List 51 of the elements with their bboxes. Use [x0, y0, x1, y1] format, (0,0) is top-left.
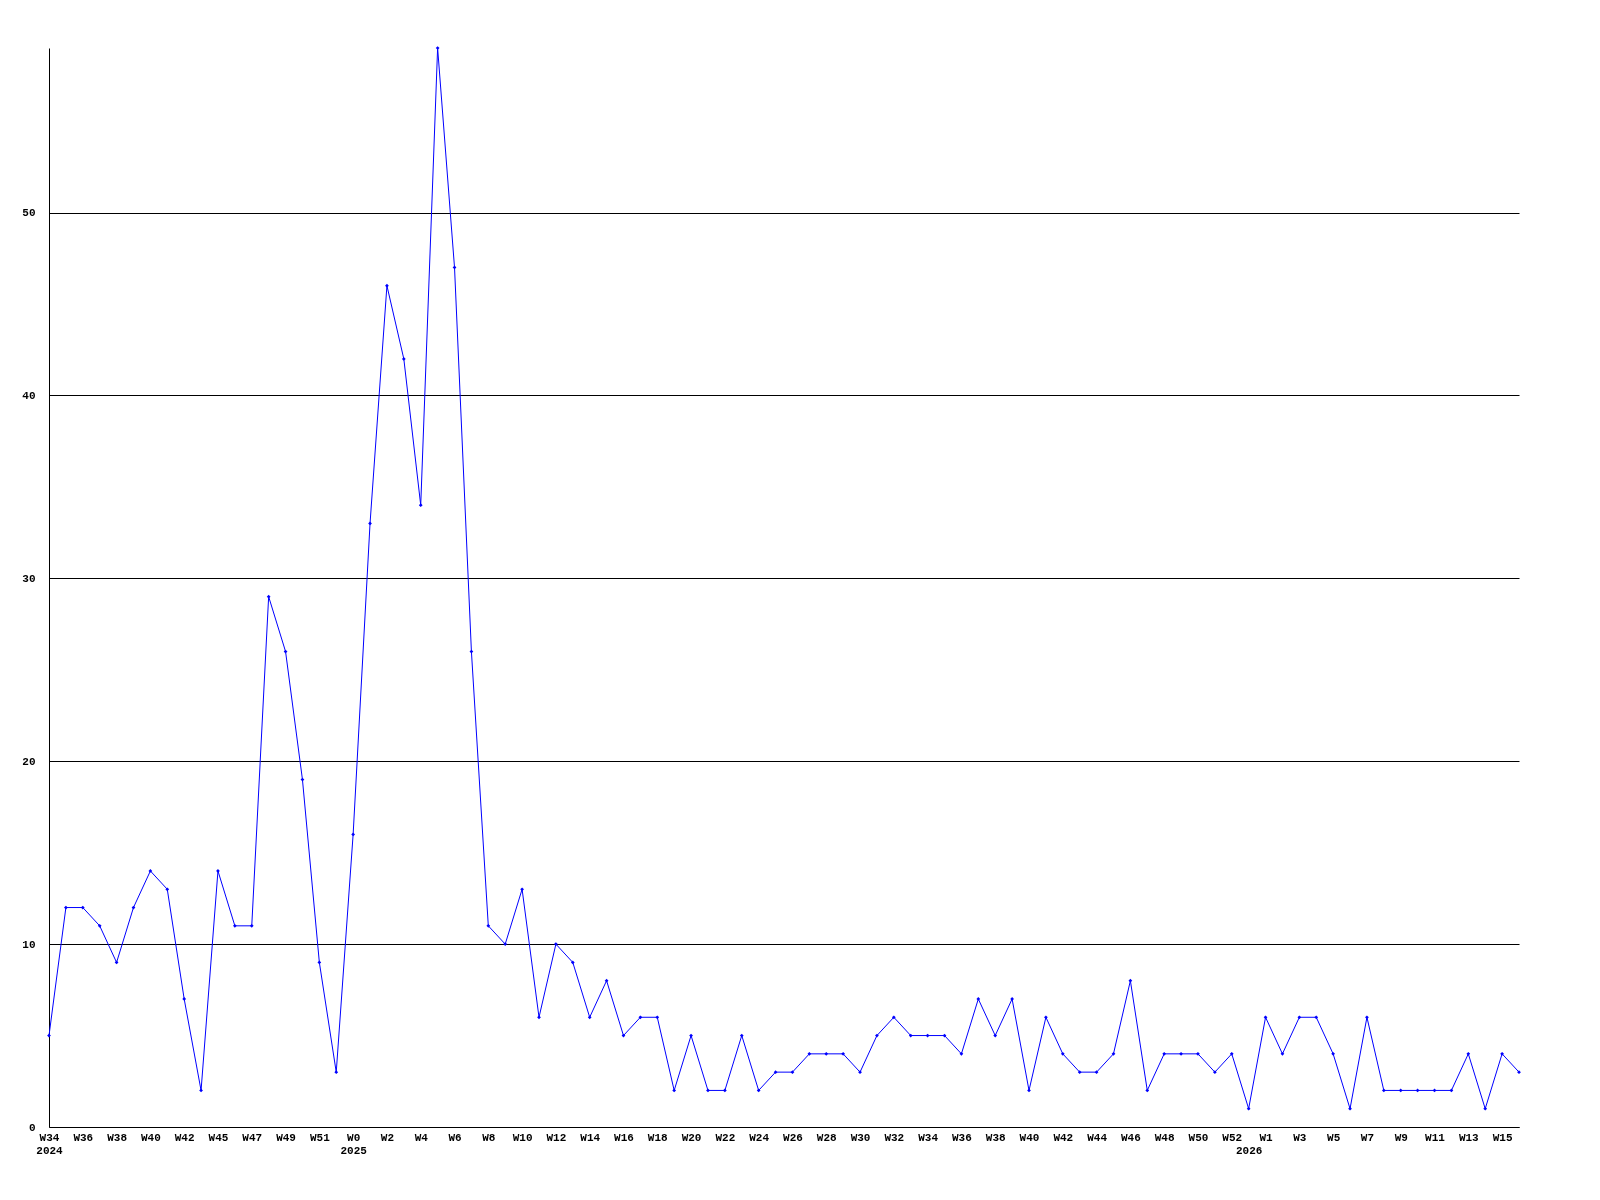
y-tick-label: 50 [22, 207, 36, 220]
x-tick-label: W7 [1360, 1131, 1375, 1144]
x-tick-label: W3 [1293, 1131, 1307, 1144]
x-tick-label: W5 [1327, 1131, 1341, 1144]
x-tick-label: W47 [242, 1131, 263, 1144]
x-tick-label: W4 [414, 1131, 429, 1144]
x-tick-label: W1 [1259, 1131, 1274, 1144]
x-tick-label: W46 [1120, 1131, 1141, 1144]
x-tick-label: W49 [276, 1131, 296, 1144]
x-tick-label: W10 [512, 1131, 533, 1144]
x-tick-label: W38 [107, 1131, 128, 1144]
x-tick-label: W50 [1188, 1131, 1209, 1144]
x-tick-label: W8 [482, 1131, 496, 1144]
x-tick-label: W28 [816, 1131, 838, 1144]
x-tick-label: W9 [1394, 1131, 1408, 1144]
x-tick-label: W14 [580, 1131, 601, 1144]
x-tick-label: W26 [783, 1131, 803, 1144]
x-tick-label: W48 [1154, 1131, 1175, 1144]
x-tick-label: W34 [918, 1131, 939, 1144]
x-tick-label: W6 [448, 1131, 462, 1144]
x-tick-label: W30 [850, 1131, 871, 1144]
x-tick-label: W13 [1458, 1131, 1480, 1144]
x-tick-label: W22 [715, 1131, 736, 1144]
x-tick-label: W24 [749, 1131, 770, 1144]
y-tick-label: 40 [22, 389, 36, 402]
x-tick-label: W45 [208, 1131, 229, 1144]
x-tick-label: W40 [140, 1131, 161, 1144]
x-tick-label: W36 [952, 1131, 972, 1144]
x-tick-label: W40 [1019, 1131, 1040, 1144]
x-tick-label: W34 2024 [36, 1131, 64, 1157]
x-tick-label: W32 [884, 1131, 905, 1144]
x-tick-label: W15 [1492, 1131, 1513, 1144]
x-tick-label: W38 [985, 1131, 1006, 1144]
x-tick-label: W16 [614, 1131, 634, 1144]
y-tick-label: 20 [22, 755, 36, 768]
x-tick-label: W0 2025 [340, 1131, 368, 1157]
x-tick-label: W2 [380, 1131, 395, 1144]
x-tick-label: W12 [546, 1131, 567, 1144]
x-tick-label: W20 [681, 1131, 702, 1144]
x-tick-label: W44 [1087, 1131, 1108, 1144]
y-tick-label: 10 [22, 938, 36, 951]
x-tick-label: W11 [1425, 1131, 1446, 1144]
x-tick-label: W36 [73, 1131, 94, 1144]
x-tick-label: W52 [1222, 1131, 1243, 1144]
x-tick-label: W42 [1053, 1131, 1074, 1144]
x-tick-label: W18 [647, 1131, 669, 1144]
x-tick-label: W42 [174, 1131, 195, 1144]
x-tick-label: 2026 [1235, 1144, 1263, 1157]
x-tick-label: W51 [309, 1131, 331, 1144]
y-tick-label: 30 [22, 572, 36, 585]
y-tick-label: 0 [28, 1121, 36, 1134]
